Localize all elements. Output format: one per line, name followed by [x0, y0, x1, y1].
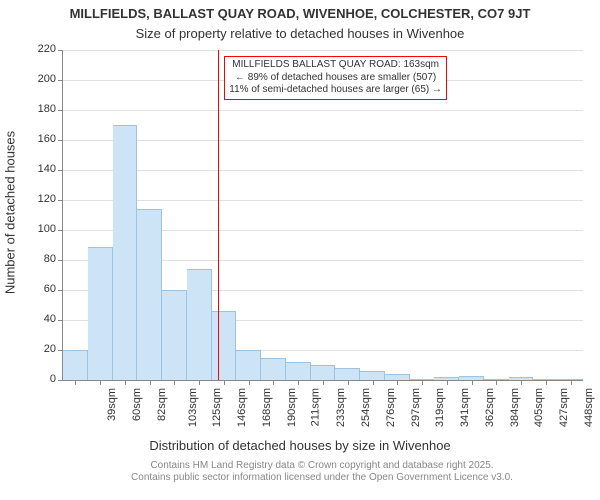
x-tick: [447, 380, 448, 385]
x-tick: [298, 380, 299, 385]
y-tick-label: 40: [28, 313, 56, 325]
x-tick: [199, 380, 200, 385]
y-tick: [58, 320, 63, 321]
x-tick-label: 39sqm: [106, 388, 118, 421]
histogram-bar: [286, 362, 311, 380]
x-tick-label: 103sqm: [187, 388, 199, 427]
histogram-bar: [311, 365, 336, 380]
x-tick-label: 60sqm: [131, 388, 143, 421]
y-tick-label: 120: [28, 193, 56, 205]
y-tick: [58, 290, 63, 291]
annotation-line: MILLFIELDS BALLAST QUAY ROAD: 163sqm: [229, 59, 442, 72]
y-tick-label: 220: [28, 43, 56, 55]
histogram-bar: [63, 350, 88, 380]
x-tick: [496, 380, 497, 385]
marker-line: [218, 50, 219, 380]
x-tick: [397, 380, 398, 385]
y-tick-label: 180: [28, 103, 56, 115]
x-tick: [323, 380, 324, 385]
x-tick: [472, 380, 473, 385]
x-tick: [546, 380, 547, 385]
container: MILLFIELDS, BALLAST QUAY ROAD, WIVENHOE,…: [0, 0, 600, 500]
x-tick-label: 427sqm: [558, 388, 570, 427]
x-tick-label: 233sqm: [335, 388, 347, 427]
y-tick-label: 200: [28, 73, 56, 85]
footer-line-2: Contains public sector information licen…: [62, 472, 582, 484]
y-tick: [58, 380, 63, 381]
x-tick-label: 168sqm: [261, 388, 273, 427]
x-tick-label: 384sqm: [509, 388, 521, 427]
y-tick: [58, 170, 63, 171]
histogram-bar: [261, 358, 286, 381]
y-tick: [58, 110, 63, 111]
histogram-bar: [335, 368, 360, 380]
footer-line-1: Contains HM Land Registry data © Crown c…: [62, 460, 582, 472]
x-tick: [571, 380, 572, 385]
y-tick: [58, 260, 63, 261]
x-tick-label: 254sqm: [360, 388, 372, 427]
y-tick: [58, 80, 63, 81]
annotation-line: ← 89% of detached houses are smaller (50…: [229, 72, 442, 85]
gridline: [63, 50, 583, 51]
y-tick-label: 20: [28, 343, 56, 355]
x-tick: [100, 380, 101, 385]
histogram-bar: [162, 290, 187, 380]
x-tick: [249, 380, 250, 385]
histogram-bar: [212, 311, 237, 380]
x-tick-label: 319sqm: [434, 388, 446, 427]
x-tick: [125, 380, 126, 385]
x-tick-label: 448sqm: [583, 388, 595, 427]
x-tick: [373, 380, 374, 385]
x-tick: [521, 380, 522, 385]
chart-title: MILLFIELDS, BALLAST QUAY ROAD, WIVENHOE,…: [0, 6, 600, 21]
x-tick-label: 146sqm: [236, 388, 248, 427]
plot-area: MILLFIELDS BALLAST QUAY ROAD: 163sqm← 89…: [62, 50, 583, 381]
y-tick-label: 160: [28, 133, 56, 145]
x-tick-label: 341sqm: [459, 388, 471, 427]
x-tick-label: 405sqm: [533, 388, 545, 427]
x-tick: [150, 380, 151, 385]
x-tick-label: 82sqm: [156, 388, 168, 421]
y-tick-label: 80: [28, 253, 56, 265]
histogram-bar: [113, 125, 138, 380]
y-tick-label: 100: [28, 223, 56, 235]
histogram-bar: [360, 371, 385, 380]
y-tick: [58, 230, 63, 231]
x-axis-label: Distribution of detached houses by size …: [0, 438, 600, 453]
footer-attrib: Contains HM Land Registry data © Crown c…: [62, 460, 582, 484]
annotation-line: 11% of semi-detached houses are larger (…: [229, 84, 442, 97]
x-tick-label: 297sqm: [410, 388, 422, 427]
gridline: [63, 200, 583, 201]
x-tick-label: 190sqm: [286, 388, 298, 427]
gridline: [63, 110, 583, 111]
x-tick: [174, 380, 175, 385]
x-tick-label: 276sqm: [385, 388, 397, 427]
y-tick-label: 140: [28, 163, 56, 175]
y-tick: [58, 140, 63, 141]
gridline: [63, 170, 583, 171]
histogram-bar: [137, 209, 162, 380]
y-tick: [58, 200, 63, 201]
y-tick: [58, 50, 63, 51]
y-tick-label: 60: [28, 283, 56, 295]
x-tick: [348, 380, 349, 385]
x-tick: [224, 380, 225, 385]
x-tick: [422, 380, 423, 385]
chart-subtitle: Size of property relative to detached ho…: [0, 26, 600, 41]
histogram-bar: [187, 269, 212, 380]
x-tick-label: 362sqm: [484, 388, 496, 427]
annotation-box: MILLFIELDS BALLAST QUAY ROAD: 163sqm← 89…: [224, 56, 447, 100]
x-tick-label: 125sqm: [212, 388, 224, 427]
x-tick: [75, 380, 76, 385]
x-tick: [273, 380, 274, 385]
histogram-bar: [236, 350, 261, 380]
y-axis-label: Number of detached houses: [3, 48, 18, 378]
gridline: [63, 140, 583, 141]
histogram-bar: [88, 247, 113, 381]
x-tick-label: 211sqm: [310, 388, 322, 426]
y-tick-label: 0: [28, 373, 56, 385]
